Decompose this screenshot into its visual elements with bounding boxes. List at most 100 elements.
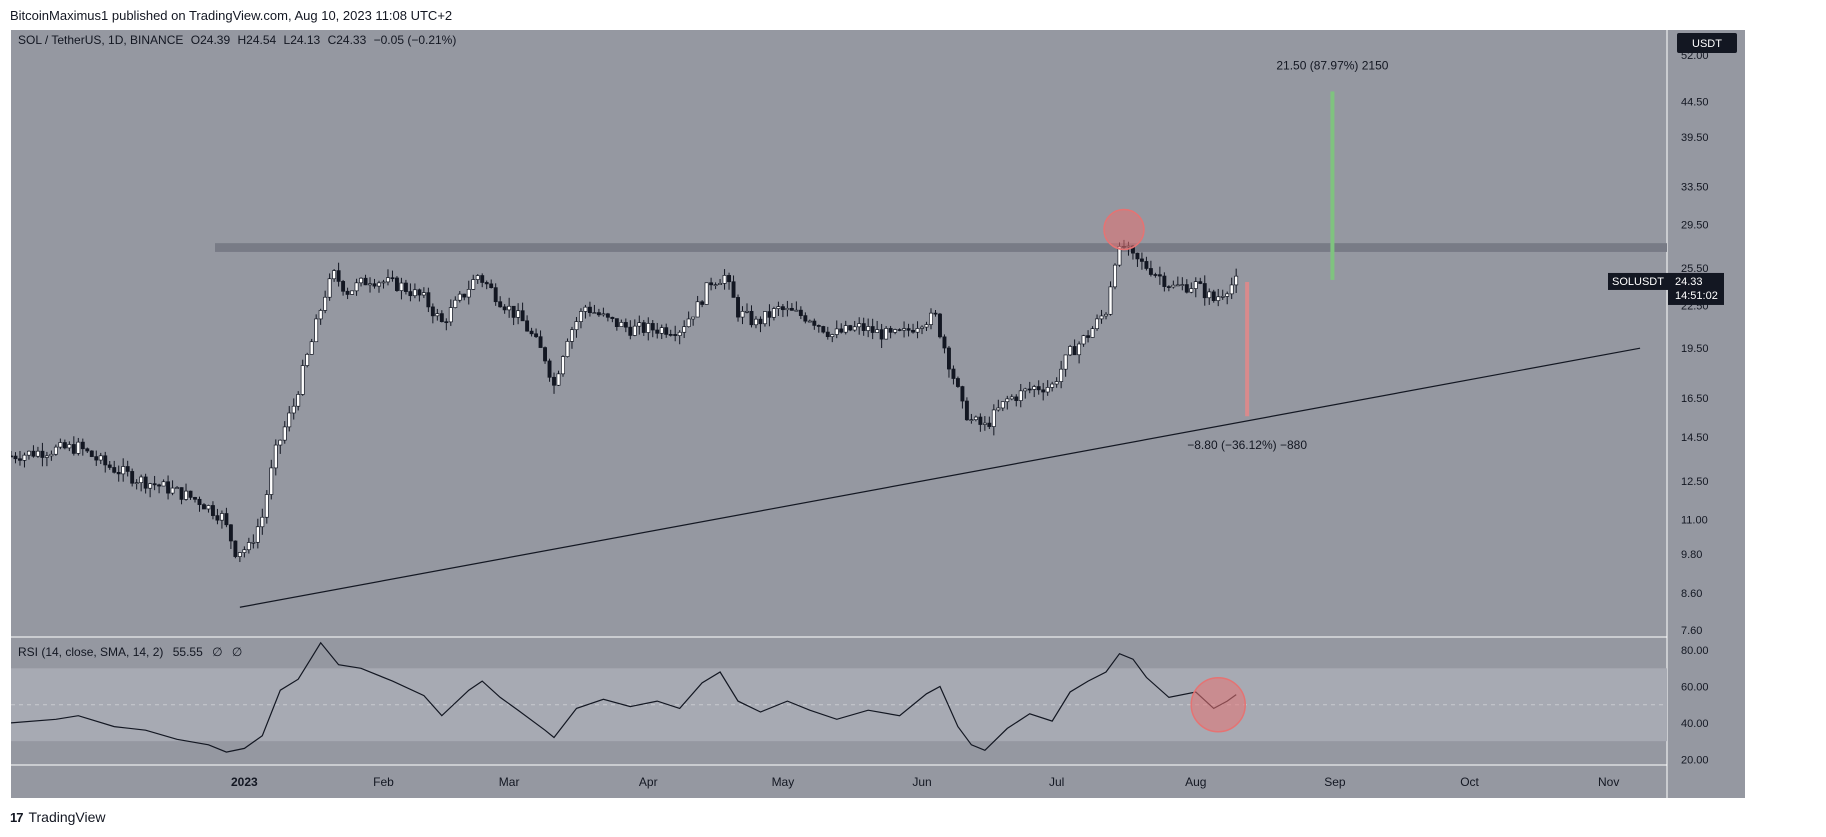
candle-body xyxy=(601,313,606,316)
candle-body xyxy=(1023,388,1028,392)
candle-body xyxy=(646,323,651,333)
time-axis-ticks: 2023 Feb Mar Apr May Jun Jul Aug Sep Oct Nov xyxy=(231,775,1619,789)
candle-body xyxy=(1059,368,1064,382)
candle-body xyxy=(49,453,54,457)
candle-body xyxy=(354,282,359,292)
candle-body xyxy=(947,347,951,370)
candle-body xyxy=(978,416,983,425)
candle-body xyxy=(1063,354,1068,370)
candle-body xyxy=(1050,383,1055,388)
candle-body xyxy=(246,542,251,551)
symbol-legend[interactable]: SOL / TetherUS, 1D, BINANCE O24.39 H24.5… xyxy=(18,33,456,47)
candle-body xyxy=(85,448,90,452)
candle-body xyxy=(897,329,902,331)
rsi-legend[interactable]: RSI (14, close, SMA, 14, 2) 55.55 ∅ ∅ xyxy=(18,645,242,659)
candle-body xyxy=(839,328,844,333)
candle-body xyxy=(1139,258,1144,262)
price-tick-label: 39.50 xyxy=(1681,132,1709,144)
candle-body xyxy=(53,446,58,455)
candle-body xyxy=(1144,261,1149,269)
chart-canvas[interactable]: 21.50 (87.97%) 2150 −8.80 (−36.12%) −880… xyxy=(9,30,1745,798)
candle-body xyxy=(807,320,812,323)
candle-body xyxy=(143,476,148,489)
candle-body xyxy=(754,318,758,326)
price-tick-label: 7.60 xyxy=(1681,625,1702,637)
candle-body xyxy=(112,467,117,473)
price-tick-label: 9.80 xyxy=(1681,549,1702,561)
downside-target-bar xyxy=(1245,281,1250,417)
candle-body xyxy=(704,282,709,305)
candle-body xyxy=(202,504,206,510)
candle-body xyxy=(830,334,835,338)
candle-body xyxy=(695,301,700,318)
candle-body xyxy=(1193,281,1198,289)
candle-body xyxy=(372,283,377,287)
candle-body xyxy=(1229,284,1234,295)
time-axis-background xyxy=(11,765,1745,798)
candle-body xyxy=(1032,386,1037,390)
candle-body xyxy=(942,336,947,349)
candle-body xyxy=(1104,313,1108,317)
candle-body xyxy=(915,328,920,333)
candle-body xyxy=(713,284,718,286)
last-price-badge: SOLUSDT 24.33 14:51:02 xyxy=(1608,272,1724,305)
candle-body xyxy=(884,328,889,340)
candle-body xyxy=(1036,386,1041,391)
candle-body xyxy=(893,329,898,333)
candle-body xyxy=(430,306,435,317)
candle-body xyxy=(1009,396,1014,400)
price-pane-background xyxy=(11,30,1745,637)
candle-body xyxy=(448,307,453,323)
candle-body xyxy=(821,326,826,333)
candle-body xyxy=(924,324,929,328)
candle-body xyxy=(471,279,476,290)
candle-body xyxy=(336,270,341,282)
candle-body xyxy=(879,329,884,340)
rsi-tick-label: 60.00 xyxy=(1681,682,1709,694)
candle-body xyxy=(511,305,516,318)
time-tick-label: 2023 xyxy=(231,775,258,789)
candle-body xyxy=(1153,274,1158,276)
candle-body xyxy=(664,327,669,335)
candle-body xyxy=(763,311,767,325)
candle-body xyxy=(260,516,265,528)
currency-badge[interactable] xyxy=(1677,33,1737,53)
price-tick-label: 29.50 xyxy=(1681,219,1709,231)
candle-body xyxy=(1090,328,1095,338)
candle-body xyxy=(377,282,381,287)
candle-body xyxy=(107,464,112,468)
candle-body xyxy=(718,283,723,285)
candle-body xyxy=(668,334,673,336)
candle-body xyxy=(780,306,785,311)
candle-body xyxy=(305,353,310,366)
candle-body xyxy=(538,336,543,348)
candle-body xyxy=(13,455,18,460)
candle-body xyxy=(175,487,179,489)
symbol-tag xyxy=(1608,272,1668,290)
candle-body xyxy=(211,505,215,516)
candle-body xyxy=(929,312,933,325)
candle-body xyxy=(1157,274,1162,277)
candle-body xyxy=(116,471,121,475)
candle-body xyxy=(94,456,99,461)
candle-body xyxy=(224,513,229,526)
candle-body xyxy=(516,310,521,318)
candle-body xyxy=(1162,275,1167,287)
candle-body xyxy=(1018,390,1023,401)
candle-body xyxy=(771,308,776,318)
candle-body xyxy=(152,483,157,486)
candle-body xyxy=(991,409,996,427)
price-tick-label: 12.50 xyxy=(1681,476,1709,488)
upside-target-bar xyxy=(1330,91,1335,280)
candle-body xyxy=(1081,335,1086,345)
candle-body xyxy=(610,316,615,319)
candle-body xyxy=(426,292,431,308)
candle-body xyxy=(920,326,924,329)
candle-body xyxy=(89,450,94,457)
candle-body xyxy=(543,347,547,362)
candle-body xyxy=(987,422,992,427)
time-tick-label: Apr xyxy=(639,775,658,789)
candle-body xyxy=(484,282,489,285)
candle-body xyxy=(363,277,368,286)
candle-body xyxy=(215,515,220,521)
